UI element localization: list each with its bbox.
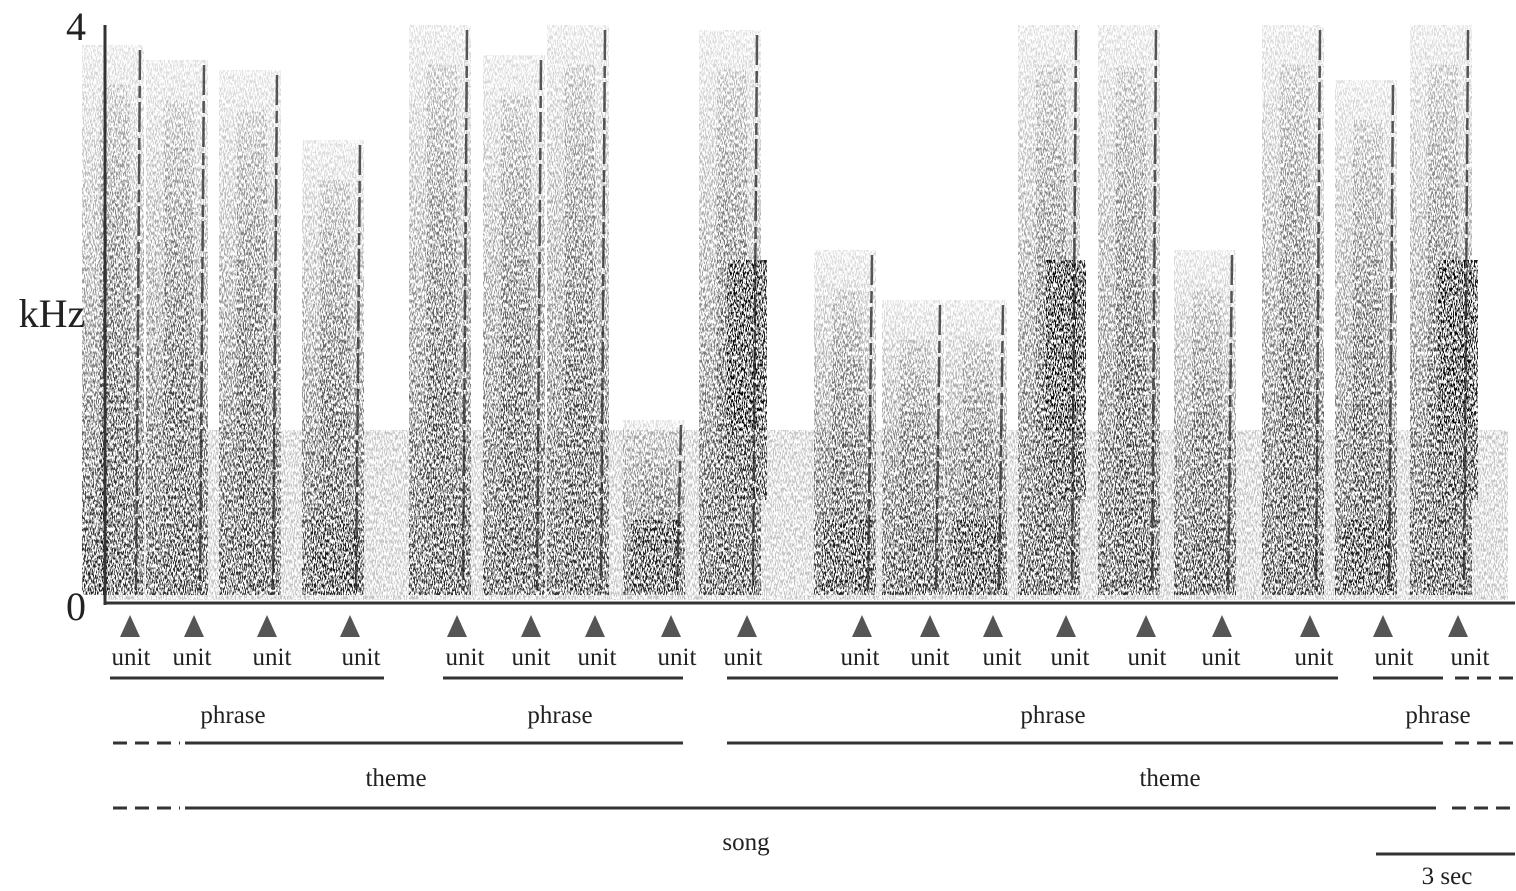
phrase-label: phrase [1405, 702, 1470, 729]
unit-label: unit [658, 644, 697, 671]
unit-marker [1300, 615, 1320, 637]
unit-label: unit [841, 644, 880, 671]
unit-marker [585, 615, 605, 637]
background-noise [108, 430, 1508, 600]
tonal-traces [134, 29, 1470, 591]
phrase-label: phrase [200, 702, 265, 729]
unit-label: unit [253, 644, 292, 671]
unit-label: unit [1451, 644, 1490, 671]
unit-marker [257, 615, 277, 637]
tonal-trace [134, 49, 142, 591]
unit-label: unit [724, 644, 763, 671]
unit-label: unit [342, 644, 381, 671]
unit-label: unit [512, 644, 551, 671]
unit-label: unit [1202, 644, 1241, 671]
tonal-trace [1226, 254, 1234, 591]
phrase-label: phrase [527, 702, 592, 729]
tonal-trace [1314, 29, 1322, 591]
tonal-trace [461, 29, 469, 591]
unit-marker [737, 615, 757, 637]
tonal-trace [934, 304, 942, 591]
tonal-trace [1462, 29, 1470, 591]
tonal-trace [1070, 29, 1078, 591]
theme-label: theme [365, 765, 426, 792]
unit-marker [920, 615, 940, 637]
song-label: song [722, 829, 770, 856]
unit-label: unit [1051, 644, 1090, 671]
tonal-trace [1387, 84, 1395, 591]
y-unit-label: kHz [19, 291, 86, 336]
unit-label: unit [1295, 644, 1334, 671]
y-top-label: 4 [66, 4, 86, 49]
unit-label: unit [112, 644, 151, 671]
scale-label: 3 sec [1422, 863, 1473, 890]
unit-marker [184, 615, 204, 637]
unit-markers: unit unit unit unit unit unit unit unit unit unit… [112, 615, 1490, 671]
unit-label: unit [446, 644, 485, 671]
unit-label: unit [1128, 644, 1167, 671]
unit-marker [1448, 615, 1468, 637]
unit-marker [340, 615, 360, 637]
unit-marker [661, 615, 681, 637]
unit-marker [1373, 615, 1393, 637]
tonal-trace [1150, 29, 1158, 591]
unit-marker [1136, 615, 1156, 637]
tonal-trace [997, 304, 1005, 591]
unit-label: unit [911, 644, 950, 671]
unit-marker [1056, 615, 1076, 637]
tonal-trace [866, 254, 874, 591]
unit-marker [120, 615, 140, 637]
unit-label: unit [983, 644, 1022, 671]
unit-label: unit [1375, 644, 1414, 671]
unit-marker [1212, 615, 1232, 637]
unit-marker [983, 615, 1003, 637]
y-bottom-label: 0 [66, 584, 86, 629]
phrase-label: phrase [1020, 702, 1085, 729]
tonal-trace [271, 74, 279, 591]
theme-label: theme [1139, 765, 1200, 792]
tonal-trace [751, 34, 759, 591]
tonal-trace [675, 424, 683, 591]
tonal-trace [599, 29, 607, 591]
tonal-trace [198, 64, 206, 591]
unit-marker [521, 615, 541, 637]
tonal-trace [535, 59, 543, 591]
unit-label: unit [578, 644, 617, 671]
unit-marker [852, 615, 872, 637]
spectrogram [82, 25, 1508, 600]
unit-marker [447, 615, 467, 637]
unit-label: unit [173, 644, 212, 671]
tonal-trace [354, 144, 362, 591]
